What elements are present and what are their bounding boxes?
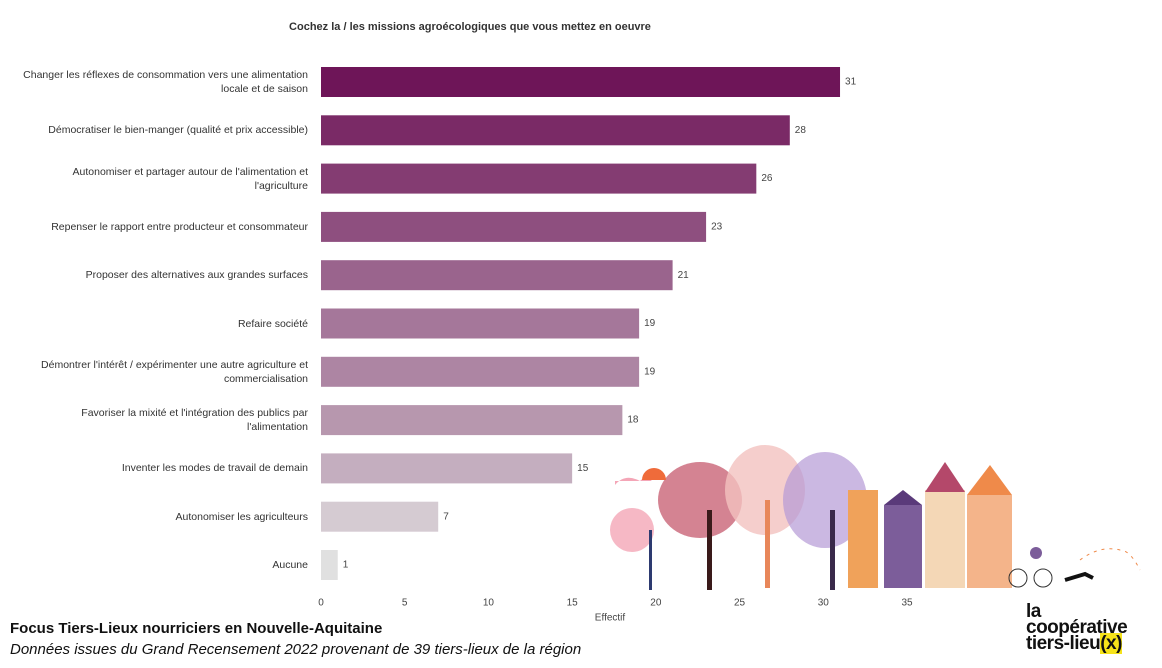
value-label: 19 <box>644 366 656 377</box>
value-label: 23 <box>711 222 723 233</box>
y-tick-label: Changer les réflexes de consommation ver… <box>23 69 308 95</box>
logo: la coopérative tiers-lieu(x) <box>1026 601 1128 654</box>
y-tick-label: Aucune <box>272 559 308 571</box>
x-tick-label: 0 <box>318 598 324 609</box>
logo-mark: (x) <box>1100 633 1122 654</box>
x-tick-label: 5 <box>402 598 408 609</box>
x-tick-label: 20 <box>650 598 662 609</box>
bar <box>321 453 573 484</box>
x-tick-label: 25 <box>734 598 746 609</box>
x-tick-label: 15 <box>567 598 579 609</box>
x-tick-label: 30 <box>818 598 830 609</box>
value-label: 19 <box>644 318 656 329</box>
value-label: 31 <box>845 77 857 88</box>
y-tick-label: Favoriser la mixité et l'intégration des… <box>81 407 308 434</box>
footer-subtitle: Données issues du Grand Recensement 2022… <box>10 641 582 658</box>
bar <box>321 550 338 580</box>
y-tick-label: Démocratiser le bien-manger (qualité et … <box>48 124 308 137</box>
bar <box>321 356 640 387</box>
value-label: 18 <box>627 415 639 426</box>
bar <box>321 67 841 97</box>
value-label: 7 <box>443 511 449 522</box>
y-tick-label: Inventer les modes de travail de demain <box>121 462 308 475</box>
logo-text: la <box>1026 601 1041 622</box>
value-label: 15 <box>577 463 589 474</box>
bar <box>321 211 707 242</box>
y-tick-label: Proposer des alternatives aux grandes su… <box>85 269 308 282</box>
y-tick-label: Autonomiser les agriculteurs <box>175 510 308 523</box>
bar <box>321 501 439 532</box>
logo-text: tiers-lieu <box>1026 633 1101 654</box>
y-tick-label: Repenser le rapport entre producteur et … <box>51 220 308 233</box>
x-axis-label: Effectif <box>595 613 626 624</box>
value-label: 28 <box>795 125 807 136</box>
value-label: 1 <box>343 560 349 571</box>
bar <box>321 405 623 436</box>
bar <box>321 260 673 291</box>
bar <box>321 163 757 194</box>
value-label: 26 <box>761 173 773 184</box>
x-tick-label: 10 <box>483 598 495 609</box>
bar <box>321 308 640 339</box>
y-tick-label: Autonomiser et partager autour de l'alim… <box>72 165 308 192</box>
x-tick-label: 35 <box>901 598 913 609</box>
bar <box>321 115 790 146</box>
logo-text: tiers-lieu(x) <box>1026 633 1127 654</box>
footer-title: Focus Tiers-Lieux nourriciers en Nouvell… <box>10 620 383 637</box>
value-label: 21 <box>678 270 690 281</box>
y-tick-label: Démontrer l'intérêt / expérimenter une a… <box>41 358 308 385</box>
chart-title: Cochez la / les missions agroécologiques… <box>289 21 651 33</box>
illustration <box>610 445 1141 590</box>
logo-text: coopérative <box>1026 617 1128 638</box>
y-tick-label: Refaire société <box>237 317 308 330</box>
